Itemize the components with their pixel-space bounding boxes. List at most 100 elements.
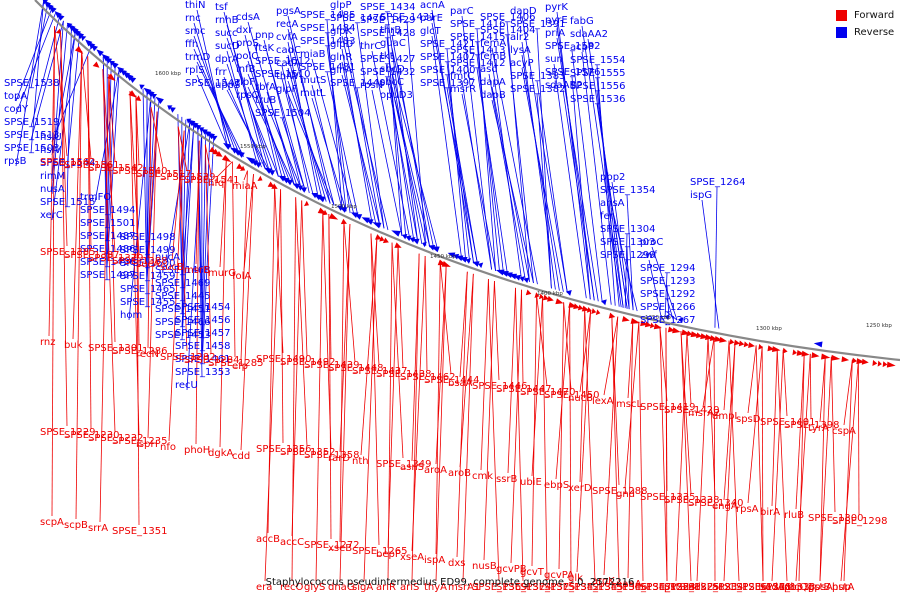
gene-label: msrB <box>184 265 210 276</box>
gene-label: SPSE_1338 <box>664 495 720 506</box>
gene-label: SPSE_1391 <box>510 19 566 30</box>
label-connector <box>627 320 634 399</box>
gene-label: cdsA <box>236 12 260 23</box>
gene-label: recQ1 <box>784 582 814 593</box>
gene-label: alr2 <box>510 32 529 43</box>
label-connector <box>226 24 270 172</box>
label-connector <box>761 346 764 582</box>
label-connector <box>603 316 619 396</box>
label-connector <box>507 287 516 474</box>
gene-label: SPSE_1404 <box>480 25 536 36</box>
label-connector <box>456 271 468 558</box>
gene-label: hfq <box>208 178 224 189</box>
gene-label: SPSE_1234 <box>688 582 744 593</box>
label-connector <box>87 56 92 430</box>
gene-label: femA <box>480 38 506 49</box>
forward-gene-arrow <box>882 361 888 368</box>
label-connector <box>596 64 616 306</box>
reverse-gene-arrow <box>664 314 670 321</box>
gene-label: SPSE_1342 <box>544 582 600 593</box>
gene-label: SPSE_1562 <box>40 157 96 168</box>
gene-label: scpB <box>64 520 88 531</box>
label-connector <box>387 242 393 582</box>
gene-label: SPSE_1468 <box>155 265 211 276</box>
gene-label: glpP <box>330 0 352 11</box>
gene-label: guaC <box>380 38 406 49</box>
label-connector <box>494 281 500 381</box>
label-connector <box>226 63 262 168</box>
label-connector <box>701 199 720 329</box>
gene-label: SPSE_1286 <box>112 346 168 357</box>
gene-label: efp <box>232 361 248 372</box>
label-connector <box>75 51 83 520</box>
gene-label: SPSE_1335 <box>640 492 696 503</box>
forward-gene-arrow <box>856 358 865 365</box>
reverse-gene-arrow <box>151 93 158 99</box>
forward-gene-arrow <box>135 95 142 101</box>
reverse-gene-arrow <box>91 44 98 52</box>
gene-label: rbfA <box>255 82 276 93</box>
gene-label: cmk <box>472 471 493 482</box>
gene-label: SPSE_1293 <box>640 276 696 287</box>
label-connector <box>146 94 152 256</box>
gene-label: murG <box>208 268 236 279</box>
reverse-gene-arrow <box>422 241 427 248</box>
label-connector <box>664 272 668 318</box>
gene-label: SPSE_1266 <box>640 302 696 313</box>
gene-label: proC <box>640 237 663 248</box>
gene-label: glyS <box>304 582 325 593</box>
label-connector <box>702 337 715 408</box>
label-connector <box>219 157 227 268</box>
gene-label: SPSE_1387 <box>64 250 120 261</box>
gene-label: ndk <box>688 582 707 593</box>
gene-label: SPSE_1419 <box>640 402 696 413</box>
gene-label: SPSE_1353 <box>175 367 231 378</box>
gene-label: ispA <box>424 555 445 566</box>
gene-label: pyrE <box>545 15 568 26</box>
label-connector <box>638 321 644 582</box>
gene-label: recA <box>276 19 299 30</box>
gene-label: SPSE_1407 <box>420 52 476 63</box>
gene-label: SPSE_1496 <box>80 257 136 268</box>
gene-label: SPSE_1236 <box>712 582 768 593</box>
label-connector <box>287 67 327 202</box>
label-connector <box>51 26 55 517</box>
label-connector <box>819 355 826 582</box>
label-connector <box>266 104 302 190</box>
label-connector <box>596 90 624 308</box>
gene-label: xseA <box>400 552 424 563</box>
gene-label: xseB <box>328 543 352 554</box>
gene-label: SPSE_1497 <box>80 270 136 281</box>
gene-label: fabG <box>570 16 594 27</box>
label-connector <box>562 89 595 301</box>
label-connector <box>129 91 140 436</box>
gene-label: SPSE_1445 <box>155 291 211 302</box>
gene-label: SPSE_1437 <box>352 366 408 377</box>
gene-label: accB <box>256 534 280 545</box>
label-connector <box>201 132 207 339</box>
label-connector <box>843 359 853 582</box>
label-connector <box>146 97 156 269</box>
label-connector <box>579 308 586 483</box>
label-connector <box>81 51 92 160</box>
forward-gene-arrow <box>733 339 741 346</box>
label-connector <box>771 349 784 582</box>
reverse-gene-arrow <box>430 246 440 253</box>
gene-label: SPSE_1401 <box>760 417 816 428</box>
gene-label: ffh <box>185 39 198 50</box>
gene-label: mutS <box>300 75 326 86</box>
gene-label: dxs <box>448 558 465 569</box>
forward-gene-arrow <box>257 175 263 181</box>
forward-gene-arrow <box>630 318 641 324</box>
label-connector <box>819 355 826 423</box>
gene-label: nucB <box>568 393 593 404</box>
forward-gene-arrow <box>107 73 116 82</box>
label-connector <box>611 207 638 312</box>
label-connector <box>397 245 404 369</box>
gene-label: SPSE_1383 <box>510 71 566 82</box>
gene-label: tkt <box>380 51 394 62</box>
gene-label: codY <box>4 104 29 115</box>
gene-label: msrA1 <box>448 582 480 593</box>
label-connector <box>461 15 492 270</box>
label-connector <box>243 174 254 271</box>
